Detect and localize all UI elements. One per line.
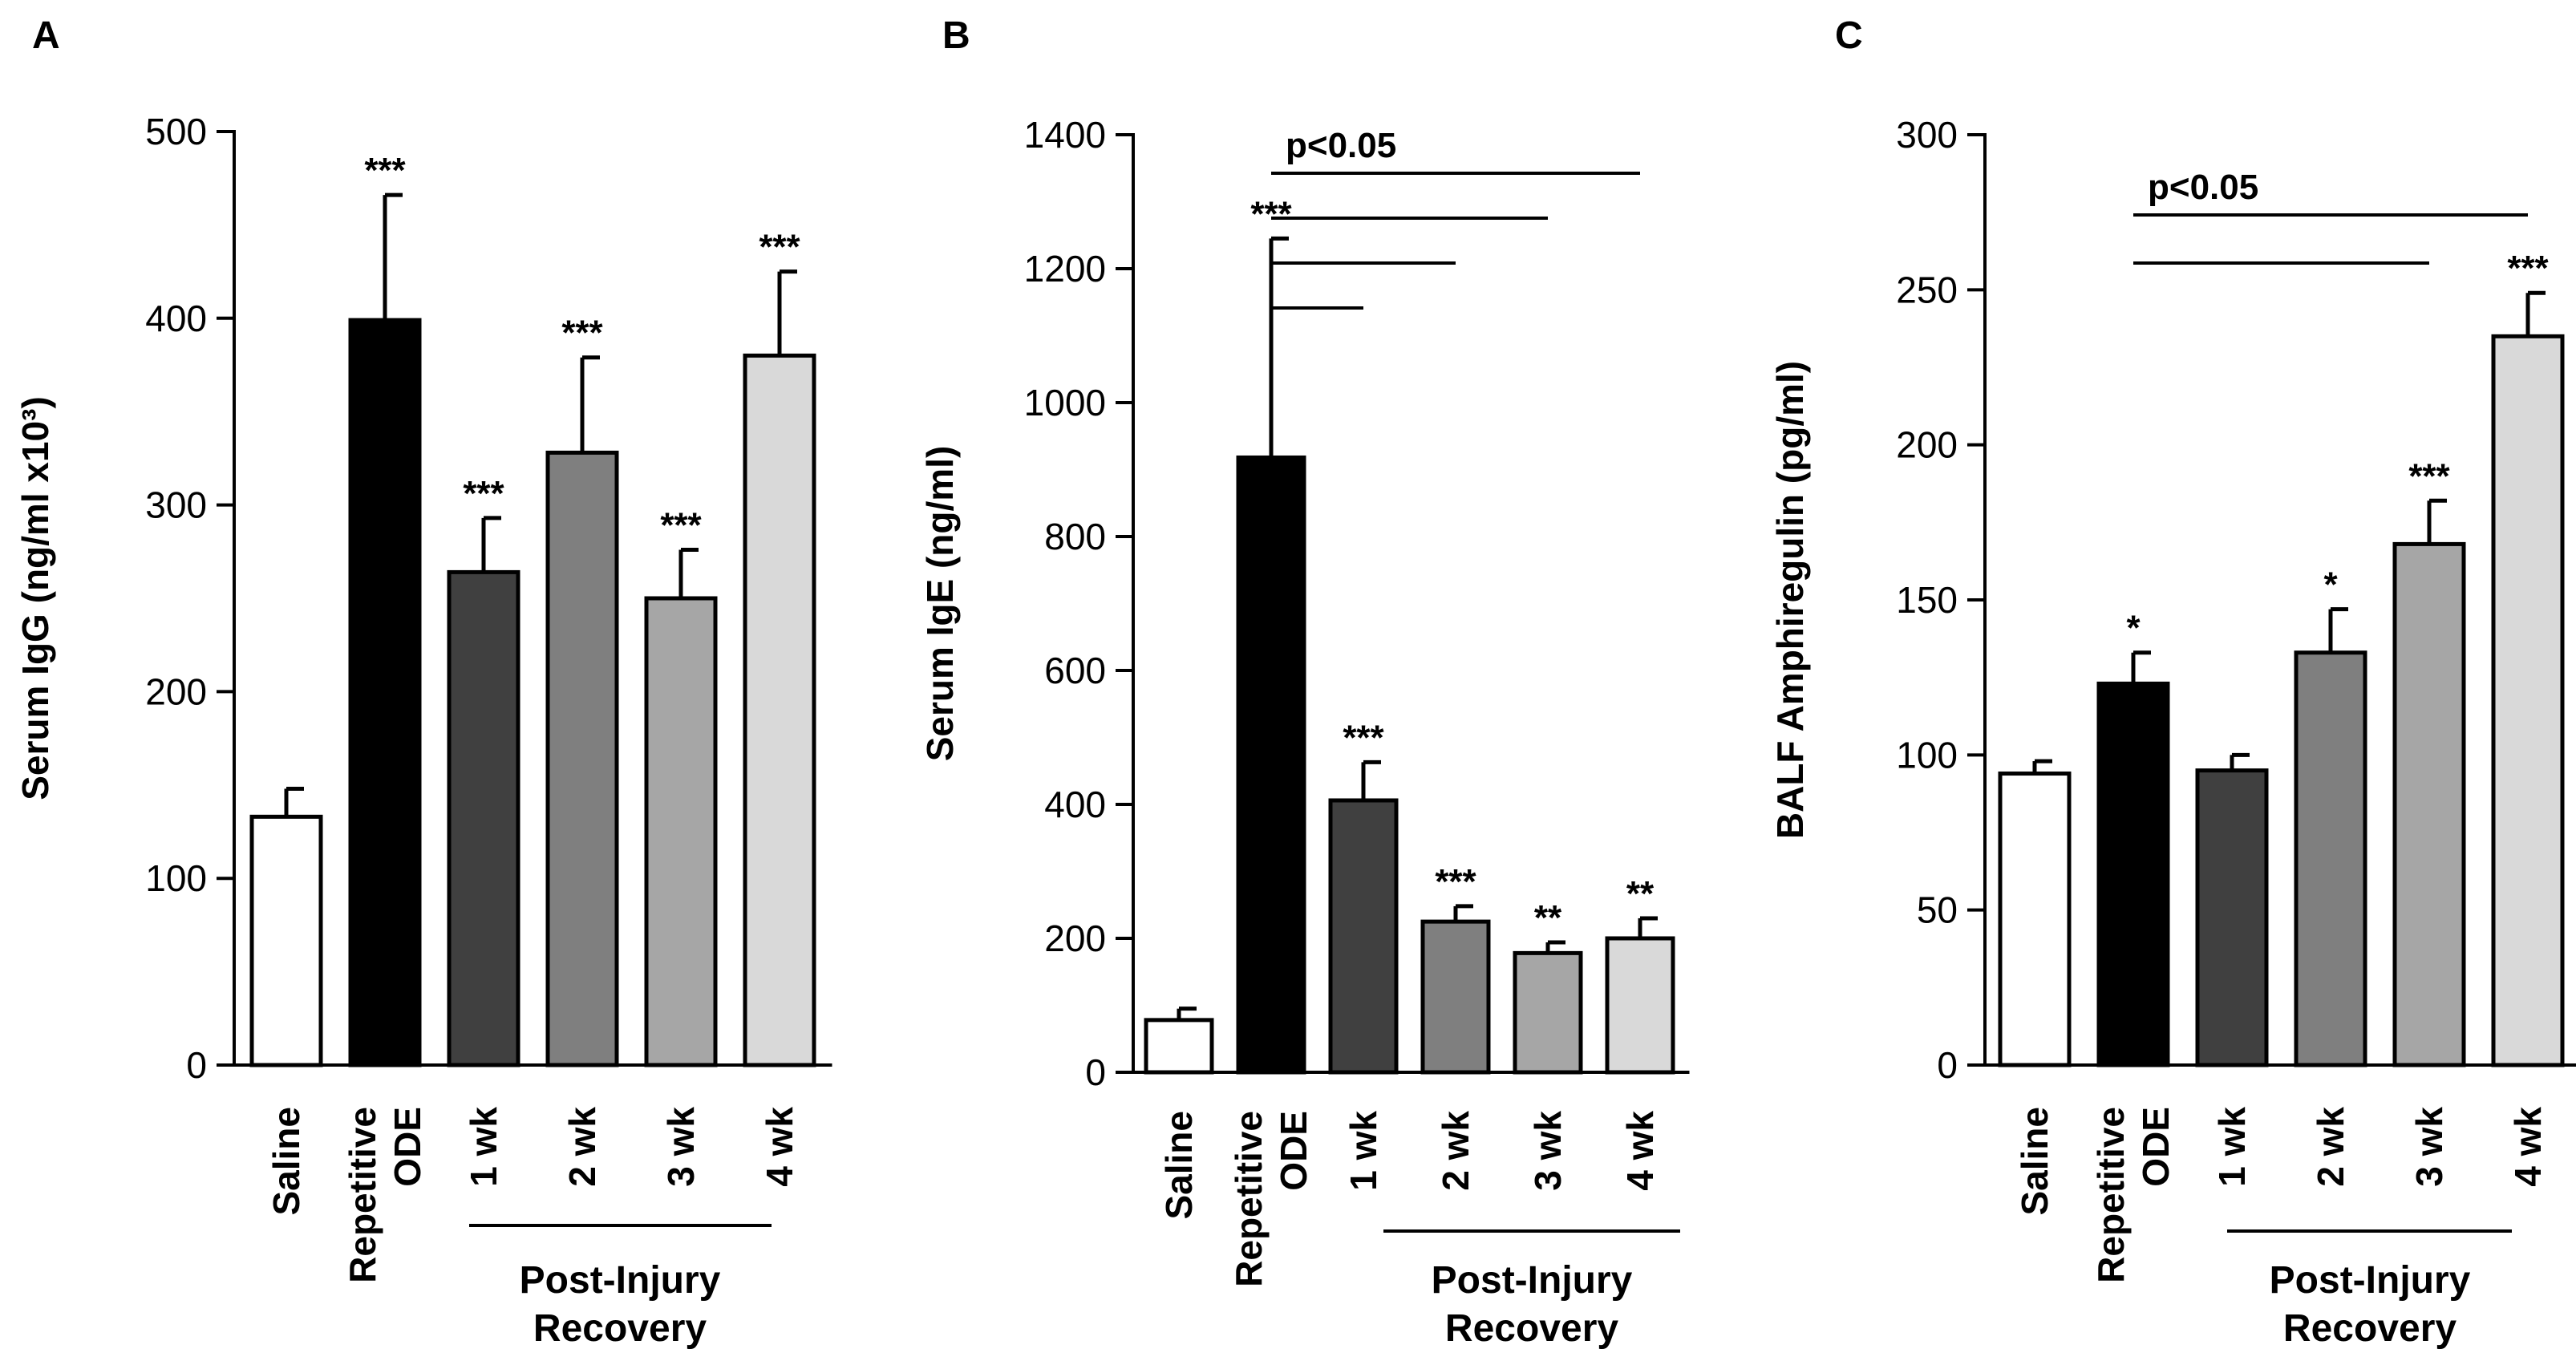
category-label: Saline <box>265 1107 307 1216</box>
y-tick-label: 200 <box>1044 917 1106 959</box>
bar-2 <box>348 318 422 1067</box>
significance-marker: *** <box>561 314 603 353</box>
bar-2 <box>1236 455 1306 1075</box>
panel-letter: A <box>32 14 60 57</box>
significance-marker: *** <box>759 228 800 267</box>
bar-3 <box>2195 768 2269 1067</box>
y-tick-label: 0 <box>1937 1044 1958 1086</box>
category-label: 1 wk <box>1343 1111 1384 1191</box>
y-axis-title: BALF Amphiregulin (pg/ml) <box>1769 361 1811 839</box>
category-label: Saline <box>1158 1111 1200 1220</box>
y-tick-label: 400 <box>1044 784 1106 825</box>
y-tick-label: 1200 <box>1024 248 1106 290</box>
panel-a: A 0 100 200 300 400 500 Serum IgG (ng/ml x10³) S… <box>14 14 832 1350</box>
category-label: ODE <box>2135 1107 2177 1187</box>
y-tick-label: 1000 <box>1024 382 1106 423</box>
bar-2 <box>2096 681 2170 1067</box>
y-tick-label: 250 <box>1896 269 1958 310</box>
category-label: 1 wk <box>2211 1107 2253 1187</box>
y-tick-label: 100 <box>1896 734 1958 776</box>
significance-marker: *** <box>463 474 504 513</box>
bar-3 <box>447 569 520 1067</box>
category-label: 4 wk <box>2507 1107 2549 1187</box>
category-label: 3 wk <box>1527 1111 1569 1191</box>
category-label: Saline <box>2014 1107 2056 1216</box>
category-label: 2 wk <box>1435 1111 1476 1191</box>
category-label: 4 wk <box>759 1107 800 1187</box>
bar-4 <box>545 450 619 1067</box>
significance-marker: *** <box>1250 194 1292 233</box>
p-value-label: p<0.05 <box>1286 126 1396 165</box>
y-tick-label: 0 <box>1085 1051 1106 1093</box>
significance-marker: * <box>2323 565 2338 605</box>
category-label: 3 wk <box>2408 1107 2450 1187</box>
group-label-line1: Post-Injury <box>1432 1259 1633 1302</box>
category-label: 1 wk <box>463 1107 504 1187</box>
y-tick-label: 100 <box>145 857 207 899</box>
bar-5 <box>644 596 718 1067</box>
y-tick-label: 150 <box>1896 579 1958 621</box>
y-tick-label: 300 <box>145 484 207 526</box>
panel-b: B 0 200 400 600 800 1000 1200 1400 Serum IgE (ng/… <box>919 14 1690 1350</box>
y-tick-label: 800 <box>1044 516 1106 557</box>
group-label-line2: Recovery <box>1445 1307 1618 1350</box>
bar-3 <box>1328 798 1399 1075</box>
bar-6 <box>743 353 816 1067</box>
significance-marker: *** <box>1343 718 1384 757</box>
significance-marker: *** <box>2408 456 2450 496</box>
category-label: Repetitive <box>342 1107 383 1283</box>
significance-marker: * <box>2126 609 2141 648</box>
y-tick-label: 400 <box>145 298 207 339</box>
significance-marker: *** <box>364 151 406 190</box>
category-label: 3 wk <box>660 1107 702 1187</box>
category-label: 2 wk <box>2310 1107 2351 1187</box>
category-label: 4 wk <box>1619 1111 1661 1191</box>
group-label-line2: Recovery <box>2283 1307 2457 1350</box>
y-tick-label: 300 <box>1896 114 1958 156</box>
p-value-label: p<0.05 <box>2148 168 2258 207</box>
y-tick-label: 200 <box>145 670 207 712</box>
bar-5 <box>1513 950 1583 1075</box>
significance-marker: ** <box>1534 898 1562 938</box>
bar-5 <box>2392 541 2466 1067</box>
panel-letter: B <box>942 14 970 57</box>
category-label: 2 wk <box>561 1107 603 1187</box>
y-tick-label: 1400 <box>1024 114 1106 156</box>
significance-marker: *** <box>1435 862 1476 901</box>
y-tick-label: 0 <box>186 1044 207 1086</box>
y-tick-label: 200 <box>1896 424 1958 466</box>
group-label-line1: Post-Injury <box>520 1259 721 1302</box>
significance-marker: ** <box>1626 874 1655 913</box>
bar-6 <box>1605 936 1675 1075</box>
panel-c: C 0 50 100 150 200 250 300 BALF Amphiregulin (pg… <box>1769 14 2576 1350</box>
bar-1 <box>1144 1018 1214 1075</box>
panel-letter: C <box>1835 14 1863 57</box>
y-tick-label: 600 <box>1044 650 1106 691</box>
group-label-line2: Recovery <box>533 1307 707 1350</box>
bar-6 <box>2491 334 2565 1067</box>
y-tick-label: 50 <box>1917 889 1958 931</box>
bar-4 <box>1420 919 1491 1075</box>
category-label: ODE <box>1273 1111 1314 1191</box>
bar-1 <box>249 814 323 1067</box>
category-label: ODE <box>387 1107 428 1187</box>
y-tick-label: 500 <box>145 111 207 152</box>
significance-marker: *** <box>660 505 702 545</box>
bar-1 <box>1998 772 2072 1067</box>
y-axis-title: Serum IgE (ng/ml) <box>919 446 961 762</box>
category-label: Repetitive <box>1228 1111 1270 1287</box>
bar-4 <box>2294 650 2367 1067</box>
category-label: Repetitive <box>2090 1107 2132 1283</box>
significance-marker: *** <box>2507 249 2549 288</box>
group-label-line1: Post-Injury <box>2270 1259 2471 1302</box>
y-axis-title: Serum IgG (ng/ml x10³) <box>14 396 56 800</box>
